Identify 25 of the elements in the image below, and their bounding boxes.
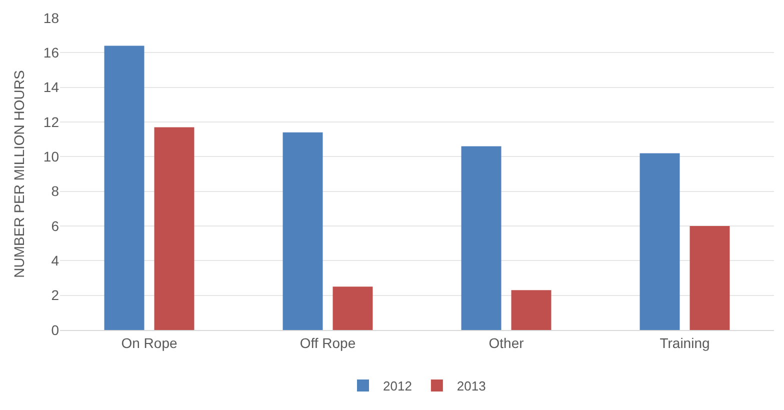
bar bbox=[461, 146, 502, 330]
y-tick-label: 12 bbox=[43, 114, 60, 130]
x-tick-label: Other bbox=[488, 334, 524, 351]
y-tick-label: 8 bbox=[51, 183, 60, 200]
x-tick-label: Off Rope bbox=[300, 334, 356, 351]
y-tick-label: 0 bbox=[51, 322, 60, 338]
x-tick-label: Training bbox=[660, 334, 710, 351]
bar bbox=[511, 290, 552, 330]
bar bbox=[332, 286, 373, 330]
bar bbox=[690, 226, 730, 330]
y-tick-label: 18 bbox=[43, 10, 60, 26]
x-tick-label: On Rope bbox=[121, 334, 178, 351]
y-tick-label: 6 bbox=[51, 218, 60, 234]
bar bbox=[104, 46, 144, 330]
y-tick-label: 14 bbox=[43, 79, 60, 96]
y-tick-label: 16 bbox=[43, 44, 60, 61]
y-tick-label: 2 bbox=[51, 287, 60, 304]
y-tick-label: 4 bbox=[51, 252, 60, 269]
bar bbox=[282, 132, 323, 330]
bar bbox=[154, 127, 194, 330]
legend-label: 2013 bbox=[456, 378, 486, 394]
y-axis-title: NUMBER PER MILLION HOURS bbox=[11, 70, 28, 278]
legend-label: 2012 bbox=[383, 378, 412, 394]
y-tick-label: 10 bbox=[43, 148, 60, 165]
bar bbox=[640, 153, 680, 330]
